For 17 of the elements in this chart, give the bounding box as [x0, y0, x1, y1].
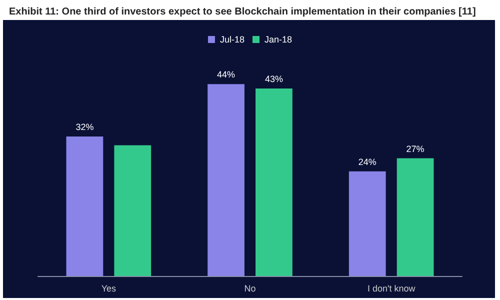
data-label: 27%: [406, 144, 424, 154]
bar: [396, 158, 434, 276]
bar: [348, 171, 386, 276]
x-tick-label: I don't know: [367, 284, 416, 294]
legend-label: Jul-18: [220, 34, 244, 44]
data-label: 43%: [264, 74, 283, 84]
bar: [66, 136, 104, 276]
data-label: 44%: [217, 70, 236, 80]
bar: [114, 145, 152, 276]
bar: [256, 88, 292, 276]
chart-title: Exhibit 11: One third of investors expect to see Blockchain implementation in their companies [11]: [9, 6, 476, 18]
bar: [208, 84, 244, 276]
data-label: 32%: [76, 122, 94, 132]
x-tick-label: Yes: [101, 284, 117, 294]
x-tick-label: No: [244, 284, 256, 294]
legend-label: Jan-18: [264, 34, 292, 44]
data-label: 24%: [358, 156, 376, 167]
